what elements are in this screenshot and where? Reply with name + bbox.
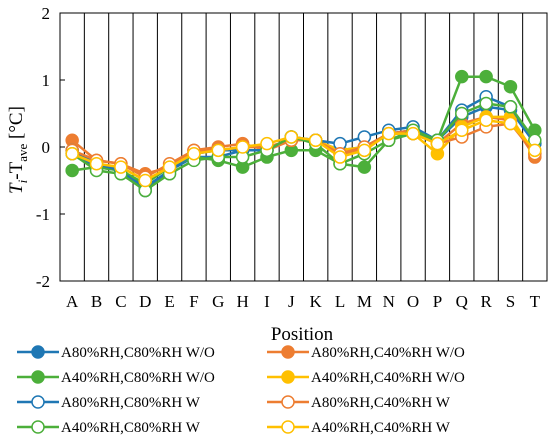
legend-marker xyxy=(31,345,45,359)
data-point xyxy=(503,100,518,114)
legend-item: A80%RH,C40%RH W/O xyxy=(267,345,465,361)
y-tick-label: 0 xyxy=(42,138,51,157)
data-point xyxy=(357,160,372,174)
x-tick-label: O xyxy=(407,292,419,311)
legend-marker xyxy=(31,370,45,384)
legend-marker xyxy=(31,420,45,434)
x-tick-label: E xyxy=(164,292,174,311)
legend-label: A40%RH,C80%RH W/O xyxy=(61,370,215,386)
series-layer xyxy=(65,69,542,198)
legend-item: A40%RH,C40%RH W/O xyxy=(267,370,465,386)
legend-label: A40%RH,C40%RH W/O xyxy=(311,370,465,386)
data-point xyxy=(260,136,274,151)
x-tick-label: C xyxy=(115,292,126,311)
legend-item: A80%RH,C40%RH W xyxy=(267,395,451,411)
data-point xyxy=(357,143,372,158)
data-point xyxy=(138,173,152,188)
data-point xyxy=(114,160,128,174)
data-point xyxy=(211,143,226,158)
legend-marker xyxy=(281,345,295,359)
y-axis-title-main: T xyxy=(6,182,27,194)
data-point xyxy=(235,140,250,154)
data-point xyxy=(528,143,542,158)
data-point xyxy=(455,123,469,137)
data-point xyxy=(503,116,518,131)
data-point xyxy=(187,146,201,161)
y-axis-title: Ti-Tave [°C] xyxy=(6,106,30,194)
legend-marker xyxy=(31,395,45,409)
legend-item: A40%RH,C80%RH W xyxy=(17,420,201,436)
data-point xyxy=(430,136,445,151)
legend-label: A80%RH,C80%RH W/O xyxy=(61,345,215,361)
legend-marker xyxy=(281,370,295,384)
data-point xyxy=(162,160,177,174)
x-tick-label: I xyxy=(264,292,270,311)
legend-label: A40%RH,C80%RH W xyxy=(61,420,201,436)
data-point xyxy=(479,96,493,111)
y-tick-label: 1 xyxy=(42,71,51,90)
y-axis-title-unit: [°C] xyxy=(6,106,27,144)
x-tick-label: N xyxy=(383,292,395,311)
x-tick-label: R xyxy=(480,292,492,311)
data-point xyxy=(406,126,420,141)
data-point xyxy=(65,146,79,161)
x-tick-label: Q xyxy=(456,292,468,311)
legend-item: A40%RH,C40%RH W xyxy=(267,420,451,436)
x-tick-label: G xyxy=(212,292,224,311)
legend-marker xyxy=(281,420,295,434)
x-tick-label: S xyxy=(506,292,515,311)
y-tick-label: -1 xyxy=(36,205,50,224)
legend-label: A40%RH,C40%RH W xyxy=(311,420,451,436)
legend-label: A80%RH,C40%RH W xyxy=(311,395,451,411)
y-axis-ticks: 2 1 0 -1 -2 xyxy=(36,4,65,291)
legend-item: A40%RH,C80%RH W/O xyxy=(17,370,215,386)
data-point xyxy=(308,133,323,148)
x-tick-label: K xyxy=(310,292,323,311)
legend-label: A80%RH,C40%RH W/O xyxy=(311,345,465,361)
grid xyxy=(83,13,524,281)
x-tick-label: A xyxy=(66,292,79,311)
legend-marker xyxy=(281,395,295,409)
x-axis-title: Position xyxy=(271,324,334,345)
y-axis-title-mid: -T xyxy=(6,161,27,179)
legend-label: A80%RH,C80%RH W xyxy=(61,395,201,411)
y-tick-label: 2 xyxy=(42,4,51,23)
y-axis-title-sub-ave: ave xyxy=(15,144,30,162)
data-point xyxy=(284,130,299,144)
legend-item: A80%RH,C80%RH W xyxy=(17,395,201,411)
x-tick-label: M xyxy=(357,292,372,311)
y-tick-label: -2 xyxy=(36,272,50,291)
data-point xyxy=(479,113,493,127)
x-tick-label: J xyxy=(288,292,295,311)
data-point xyxy=(89,157,104,171)
x-tick-label: H xyxy=(236,292,248,311)
legend: A80%RH,C80%RH W/O A80%RH,C40%RH W/O A40%RH… xyxy=(17,345,465,436)
data-point xyxy=(381,126,396,141)
y-axis-title-sub-i: i xyxy=(15,179,30,183)
data-point xyxy=(455,69,469,84)
data-point xyxy=(333,150,347,164)
x-tick-label: F xyxy=(189,292,198,311)
data-point xyxy=(503,79,518,94)
series-8 xyxy=(65,113,542,188)
x-tick-label: D xyxy=(139,292,151,311)
x-tick-label: L xyxy=(335,292,345,311)
x-tick-label: B xyxy=(91,292,102,311)
legend-item: A80%RH,C80%RH W/O xyxy=(17,345,215,361)
data-point xyxy=(65,163,79,178)
x-tick-label: T xyxy=(530,292,541,311)
data-point xyxy=(479,69,493,84)
data-point xyxy=(455,106,469,121)
x-tick-label: P xyxy=(433,292,442,311)
